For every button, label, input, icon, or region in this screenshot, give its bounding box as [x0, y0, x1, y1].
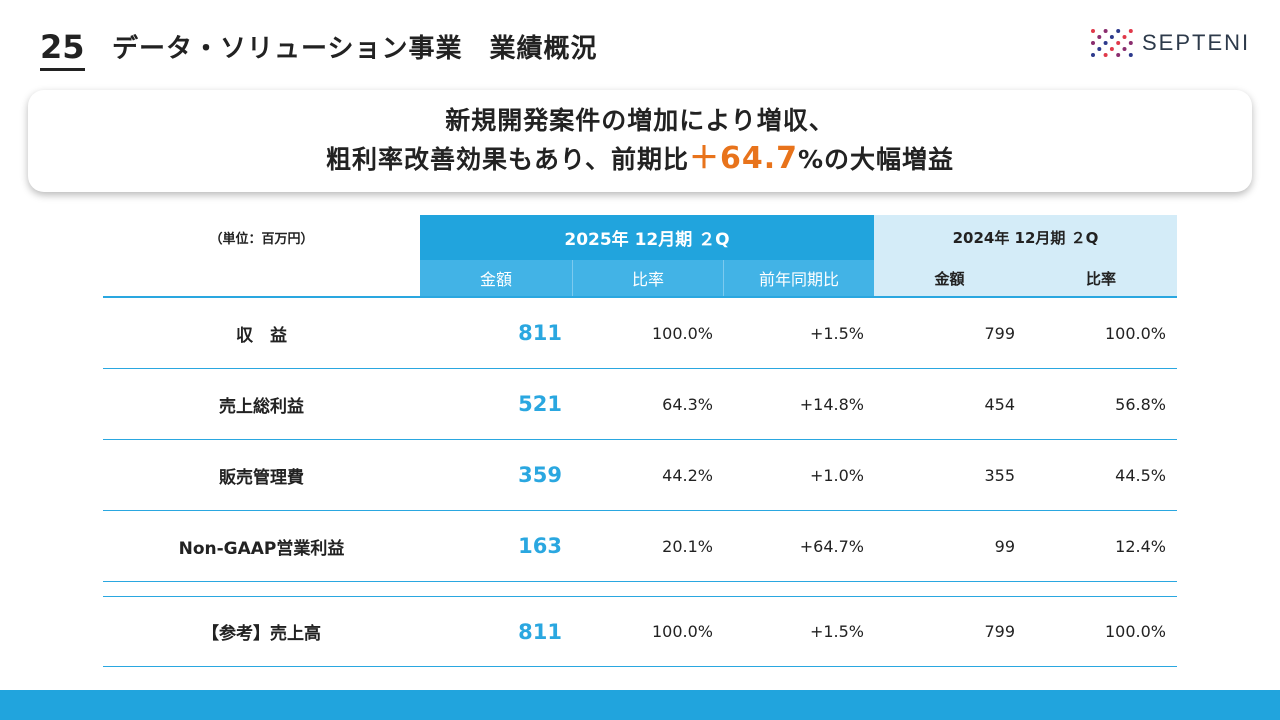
page-title: データ・ソリューション事業 業績概況: [112, 34, 598, 64]
table-row: 売上総利益 521 64.3% +14.8% 454 56.8%: [103, 369, 1177, 440]
table-header-row: （単位：百万円） 2025年 12月期 ２Q 2024年 12月期 ２Q: [103, 215, 1177, 260]
subheader-prev-amount: 金額: [874, 260, 1025, 296]
row-label: Non-GAAP営業利益: [178, 538, 345, 559]
row-label: 収 益: [236, 325, 287, 346]
row-ratio: 100.0%: [651, 323, 713, 343]
row-prev-ratio: 100.0%: [1104, 323, 1166, 343]
previous-period-header: 2024年 12月期 ２Q: [874, 215, 1177, 260]
headline-line-2: 粗利率改善効果もあり、前期比＋64.7%の大幅増益: [28, 140, 1252, 179]
subheader-amount: 金額: [420, 260, 572, 296]
row-ratio: 44.2%: [662, 465, 713, 485]
subheader-prev-ratio: 比率: [1025, 260, 1177, 296]
page-number: 25: [40, 28, 85, 71]
row-amount: 163: [518, 534, 562, 558]
table-row: 販売管理費 359 44.2% +1.0% 355 44.5%: [103, 440, 1177, 511]
row-ratio: 20.1%: [662, 536, 713, 556]
row-ratio: 64.3%: [662, 394, 713, 414]
results-table: （単位：百万円） 2025年 12月期 ２Q 2024年 12月期 ２Q 金額 …: [103, 215, 1177, 667]
row-amount: 811: [518, 619, 562, 644]
row-yoy: +1.0%: [809, 465, 864, 485]
logo-dots-icon: [1091, 29, 1133, 57]
row-yoy: +14.8%: [799, 394, 864, 414]
table-row: 収 益 811 100.0% +1.5% 799 100.0%: [103, 298, 1177, 369]
row-ratio: 100.0%: [651, 622, 713, 641]
row-prev-ratio: 12.4%: [1115, 536, 1166, 556]
row-label: 販売管理費: [219, 467, 304, 488]
subheader-yoy: 前年同期比: [723, 260, 874, 296]
row-label: 【参考】売上高: [202, 624, 321, 644]
headline-highlight-value: ＋64.7: [688, 141, 798, 176]
reference-row: 【参考】売上高 811 100.0% +1.5% 799 100.0%: [103, 596, 1177, 667]
row-prev-amount: 799: [984, 622, 1015, 641]
row-prev-ratio: 56.8%: [1115, 394, 1166, 414]
current-period-header: 2025年 12月期 ２Q: [420, 215, 874, 260]
row-yoy: +1.5%: [809, 323, 864, 343]
headline-line-1: 新規開発案件の増加により増収、: [445, 106, 835, 135]
row-amount: 811: [518, 321, 562, 345]
row-yoy: +1.5%: [809, 622, 864, 641]
table-subheader-row: 金額 比率 前年同期比 金額 比率: [103, 260, 1177, 298]
unit-label: （単位：百万円）: [209, 232, 314, 247]
row-amount: 521: [518, 392, 562, 416]
row-prev-amount: 99: [994, 536, 1015, 556]
logo-text: SEPTENI: [1142, 30, 1251, 55]
table-row: Non-GAAP営業利益 163 20.1% +64.7% 99 12.4%: [103, 511, 1177, 582]
row-label: 売上総利益: [219, 396, 304, 417]
row-prev-amount: 355: [984, 465, 1015, 485]
row-prev-ratio: 44.5%: [1115, 465, 1166, 485]
footer-bar: [0, 690, 1280, 720]
row-prev-ratio: 100.0%: [1104, 622, 1166, 641]
headline-line-2-prefix: 粗利率改善効果もあり、前期比: [325, 145, 689, 174]
septeni-logo: SEPTENI: [1090, 28, 1250, 58]
headline-box: 新規開発案件の増加により増収、 粗利率改善効果もあり、前期比＋64.7%の大幅増…: [28, 90, 1252, 192]
row-prev-amount: 454: [984, 394, 1015, 414]
headline-line-2-suffix: %の大幅増益: [797, 145, 955, 174]
row-prev-amount: 799: [984, 323, 1015, 343]
subheader-ratio: 比率: [572, 260, 723, 296]
row-amount: 359: [518, 463, 562, 487]
row-yoy: +64.7%: [799, 536, 864, 556]
